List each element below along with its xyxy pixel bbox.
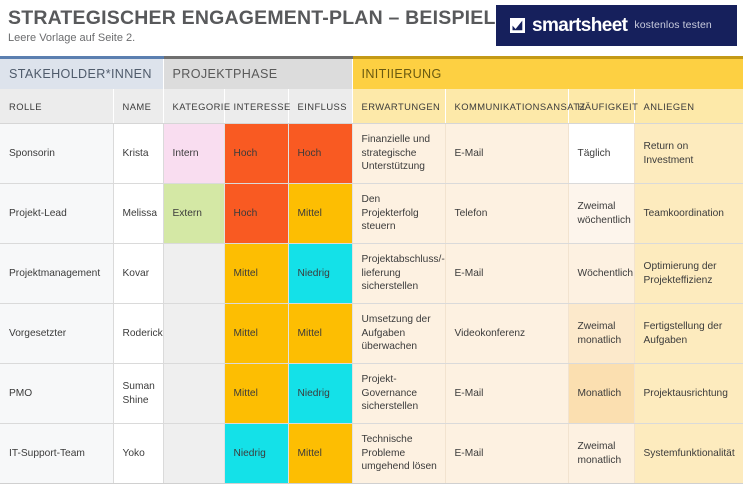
cell-rolle[interactable]: PMO — [0, 363, 114, 424]
table-row: PMO Suman Shine Mittel Niedrig Projekt-Gover… — [0, 363, 743, 424]
cell-name[interactable]: Melissa — [113, 183, 164, 244]
column-header-name[interactable]: NAME — [113, 89, 164, 124]
table-row: IT-Support-Team Yoko Niedrig Mittel Technisc… — [0, 423, 743, 484]
cell-kommunikationsansatz[interactable]: E-Mail — [445, 363, 569, 424]
column-header-kategorie[interactable]: KATEGORIE — [163, 89, 230, 124]
cell-anliegen[interactable]: Optimierung der Projekteffizienz — [634, 243, 743, 304]
cell-name[interactable]: Yoko — [113, 423, 164, 484]
cell-erwartungen[interactable]: Technische Probleme umgehend lösen — [352, 423, 446, 484]
cell-kommunikationsansatz[interactable]: E-Mail — [445, 123, 569, 184]
cell-interesse[interactable]: Hoch — [224, 123, 289, 184]
group-header-stake: STAKEHOLDER*INNEN — [0, 56, 164, 89]
cell-rolle[interactable]: Projektmanagement — [0, 243, 114, 304]
cell-einfluss[interactable]: Hoch — [288, 123, 353, 184]
cell-rolle[interactable]: Sponsorin — [0, 123, 114, 184]
brand-name: smartsheet — [532, 15, 628, 36]
cell-interesse[interactable]: Niedrig — [224, 423, 289, 484]
cell-erwartungen[interactable]: Projektabschluss/-lieferung sicherstelle… — [352, 243, 446, 304]
column-header-einfluss[interactable]: EINFLUSS — [288, 89, 353, 124]
cell-kommunikationsansatz[interactable]: E-Mail — [445, 243, 569, 304]
cell-rolle[interactable]: IT-Support-Team — [0, 423, 114, 484]
page-header: STRATEGISCHER ENGAGEMENT-PLAN – BEISPIEL… — [0, 0, 743, 56]
cell-rolle[interactable]: Projekt-Lead — [0, 183, 114, 244]
column-header-anliegen[interactable]: ANLIEGEN — [634, 89, 743, 124]
cell-haeufigkeit[interactable]: Zweimal monatlich — [568, 303, 635, 364]
brand-tagline: kostenlos testen — [634, 19, 712, 32]
cell-anliegen[interactable]: Return on Investment — [634, 123, 743, 184]
cell-haeufigkeit[interactable]: Täglich — [568, 123, 635, 184]
cell-kommunikationsansatz[interactable]: E-Mail — [445, 423, 569, 484]
cell-anliegen[interactable]: Fertigstellung der Aufgaben — [634, 303, 743, 364]
page-title: STRATEGISCHER ENGAGEMENT-PLAN – BEISPIEL — [8, 7, 496, 29]
cell-interesse[interactable]: Hoch — [224, 183, 289, 244]
column-header-erwartungen[interactable]: ERWARTUNGEN — [352, 89, 446, 124]
cell-kommunikationsansatz[interactable]: Videokonferenz — [445, 303, 569, 364]
cell-einfluss[interactable]: Mittel — [288, 183, 353, 244]
engagement-plan-table: STAKEHOLDER*INNEN PROJEKTPHASE INITIIERUNG… — [0, 56, 743, 484]
cell-haeufigkeit[interactable]: Wöchentlich — [568, 243, 635, 304]
cell-name[interactable]: Suman Shine — [113, 363, 164, 424]
cell-haeufigkeit[interactable]: Zweimal wöchentlich — [568, 183, 635, 244]
column-header-row: ROLLE NAME KATEGORIE INTERESSE EINFLUSS ERWAR… — [0, 89, 743, 124]
cell-kategorie[interactable] — [163, 243, 225, 304]
group-header-init: INITIIERUNG — [352, 56, 743, 89]
cell-name[interactable]: Roderick — [113, 303, 164, 364]
cell-haeufigkeit[interactable]: Zweimal monatlich — [568, 423, 635, 484]
cell-anliegen[interactable]: Systemfunktionalität — [634, 423, 743, 484]
column-header-rolle[interactable]: ROLLE — [0, 89, 114, 124]
table-row: Projektmanagement Kovar Mittel Niedrig Proje… — [0, 243, 743, 304]
cell-einfluss[interactable]: Mittel — [288, 423, 353, 484]
cell-rolle[interactable]: Vorgesetzter — [0, 303, 114, 364]
cell-kategorie[interactable] — [163, 423, 225, 484]
column-header-interesse[interactable]: INTERESSE — [224, 89, 290, 124]
group-header-row: STAKEHOLDER*INNEN PROJEKTPHASE INITIIERUNG — [0, 56, 743, 89]
cell-einfluss[interactable]: Niedrig — [288, 363, 353, 424]
cell-anliegen[interactable]: Teamkoordination — [634, 183, 743, 244]
page-subtitle: Leere Vorlage auf Seite 2. — [8, 32, 136, 45]
cell-erwartungen[interactable]: Den Projekterfolg steuern — [352, 183, 446, 244]
cell-kategorie[interactable] — [163, 363, 225, 424]
cell-kategorie[interactable]: Extern — [163, 183, 225, 244]
cell-kategorie[interactable] — [163, 303, 225, 364]
checkbox-checked-icon — [510, 18, 525, 33]
cell-interesse[interactable]: Mittel — [224, 303, 289, 364]
cell-interesse[interactable]: Mittel — [224, 363, 289, 424]
cell-kommunikationsansatz[interactable]: Telefon — [445, 183, 569, 244]
table-row: Sponsorin Krista Intern Hoch Hoch Finanzielle… — [0, 123, 743, 184]
smartsheet-brand-banner[interactable]: smartsheet kostenlos testen — [496, 5, 737, 46]
cell-anliegen[interactable]: Projektausrichtung — [634, 363, 743, 424]
group-header-phase: PROJEKTPHASE — [163, 56, 353, 89]
column-header-h-ufigkeit[interactable]: HÄUFIGKEIT — [568, 89, 638, 124]
column-header-kommunikationsansatz[interactable]: KOMMUNIKATIONSANSATZ — [445, 89, 585, 124]
table-row: Projekt-Lead Melissa Extern Hoch Mittel Den P… — [0, 183, 743, 244]
cell-name[interactable]: Kovar — [113, 243, 164, 304]
cell-erwartungen[interactable]: Projekt-Governance sicherstellen — [352, 363, 446, 424]
table-row: Vorgesetzter Roderick Mittel Mittel Umsetzun… — [0, 303, 743, 364]
cell-erwartungen[interactable]: Umsetzung der Aufgaben überwachen — [352, 303, 446, 364]
cell-erwartungen[interactable]: Finanzielle und strategische Unterstützu… — [352, 123, 446, 184]
cell-kategorie[interactable]: Intern — [163, 123, 225, 184]
cell-einfluss[interactable]: Mittel — [288, 303, 353, 364]
cell-haeufigkeit[interactable]: Monatlich — [568, 363, 635, 424]
cell-name[interactable]: Krista — [113, 123, 164, 184]
cell-einfluss[interactable]: Niedrig — [288, 243, 353, 304]
cell-interesse[interactable]: Mittel — [224, 243, 289, 304]
